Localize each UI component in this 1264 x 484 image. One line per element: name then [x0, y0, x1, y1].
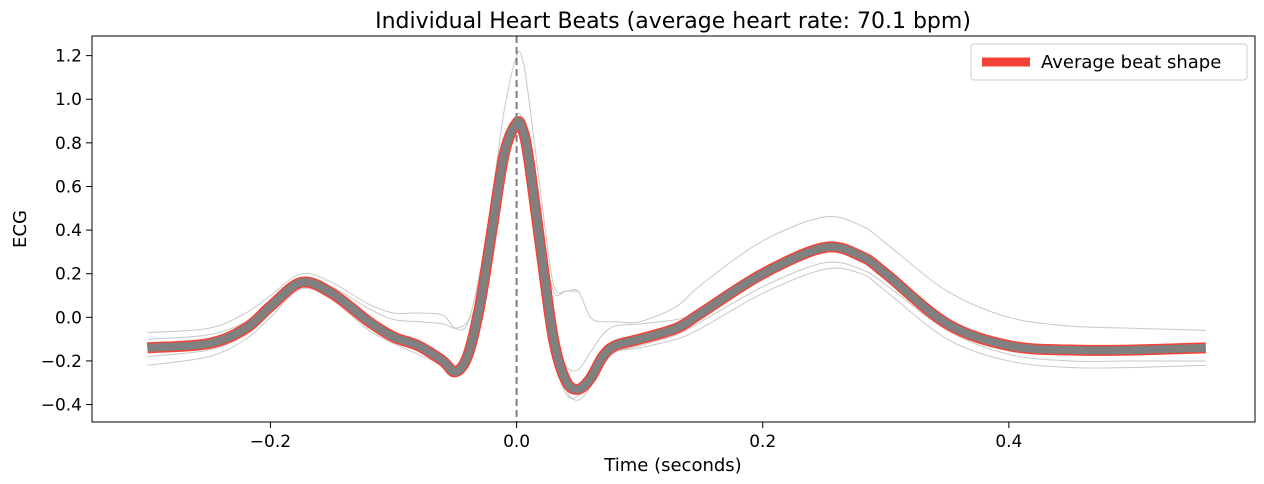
y-tick-label: 0.6: [55, 177, 82, 197]
average-beat-overlay-line: [147, 117, 1206, 394]
legend-box: [970, 43, 1248, 81]
y-tick-label: 0.4: [55, 221, 82, 241]
x-tick-label: 0.2: [749, 432, 776, 452]
average-beat-shape: [146, 116, 1206, 395]
beat-line-3: [147, 129, 1206, 399]
x-tick-label: −0.2: [250, 432, 291, 452]
y-axis: −0.4 −0.2 0.0 0.2 0.4 0.6 0.8 1.0 1.2: [41, 47, 92, 416]
beat-line-2: [147, 112, 579, 340]
y-tick-label: −0.4: [41, 396, 82, 416]
x-tick-label: 0.4: [995, 432, 1022, 452]
y-tick-label: 1.0: [55, 90, 82, 110]
legend: Average beat shape: [970, 43, 1248, 81]
y-axis-label: ECG: [10, 210, 31, 248]
x-axis: −0.2 0.0 0.2 0.4: [250, 422, 1022, 452]
x-axis-label: Time (seconds): [603, 455, 741, 476]
beat-line-4: [147, 125, 1206, 401]
x-tick-label: 0.0: [503, 432, 530, 452]
y-tick-label: 0.0: [55, 308, 82, 328]
beat-line-1: [147, 50, 1206, 334]
y-tick-label: −0.2: [41, 352, 82, 372]
y-tick-label: 0.2: [55, 265, 82, 285]
legend-label-average: Average beat shape: [1041, 52, 1221, 73]
y-tick-label: 1.2: [55, 47, 82, 67]
plot-frame: [91, 35, 1256, 423]
y-tick-label: 0.8: [55, 134, 82, 154]
chart-title: Individual Heart Beats (average heart ra…: [375, 9, 971, 34]
